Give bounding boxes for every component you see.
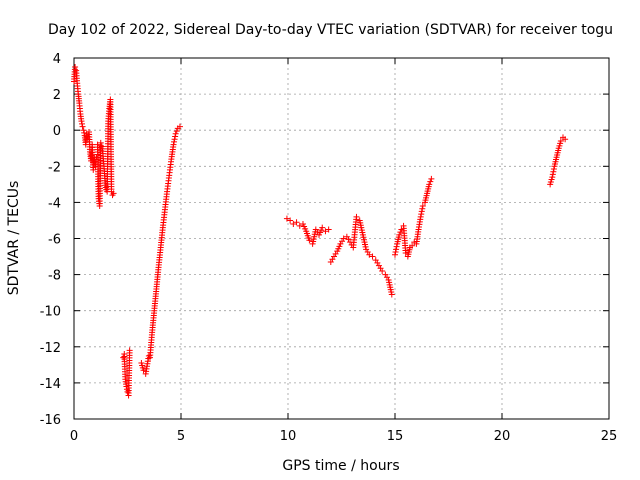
- data-point: [557, 138, 564, 145]
- y-tick-label: -4: [48, 196, 61, 211]
- y-tick-label: -16: [40, 413, 61, 428]
- data-point: [173, 128, 180, 135]
- x-tick-label: 15: [387, 429, 404, 444]
- data-point: [140, 367, 147, 374]
- data-point: [97, 139, 104, 146]
- data-point: [396, 231, 403, 238]
- data-point: [322, 228, 329, 235]
- data-point: [392, 249, 399, 256]
- x-tick-label: 25: [601, 429, 618, 444]
- data-points: [71, 64, 569, 399]
- data-point: [306, 237, 313, 244]
- y-tick-label: 2: [53, 88, 61, 103]
- chart-title: Day 102 of 2022, Sidereal Day-to-day VTE…: [48, 22, 613, 38]
- data-point: [319, 224, 326, 231]
- data-point: [172, 130, 179, 137]
- data-point: [80, 127, 87, 134]
- data-point: [110, 190, 117, 197]
- data-point: [283, 215, 290, 222]
- data-point: [393, 246, 400, 253]
- data-point: [144, 358, 151, 365]
- y-tick-label: 4: [53, 52, 61, 67]
- data-point: [171, 138, 178, 145]
- data-point: [418, 211, 425, 218]
- data-point: [120, 354, 127, 361]
- data-point: [79, 120, 86, 127]
- data-point: [369, 253, 376, 260]
- data-point: [340, 235, 347, 242]
- y-tick-label: -2: [48, 160, 61, 175]
- y-tick-label: -10: [40, 305, 61, 320]
- data-point: [419, 203, 426, 210]
- x-tick-label: 20: [494, 429, 511, 444]
- x-tick-label: 5: [177, 429, 185, 444]
- data-point: [392, 251, 398, 258]
- data-point: [562, 136, 569, 143]
- data-point: [79, 123, 86, 130]
- data-point: [176, 123, 183, 130]
- data-point: [353, 213, 360, 220]
- data-point: [550, 168, 557, 175]
- y-tick-label: 0: [53, 124, 61, 139]
- data-point: [388, 291, 395, 298]
- data-point: [397, 229, 404, 236]
- y-tick-label: -12: [40, 341, 61, 356]
- data-point: [72, 64, 79, 71]
- y-axis-label: SDTVAR / TECUs: [6, 181, 22, 296]
- data-point: [426, 181, 433, 188]
- data-point: [419, 205, 426, 212]
- data-point: [417, 213, 424, 220]
- data-point: [409, 242, 416, 249]
- grid-lines: [74, 58, 609, 419]
- x-tick-label: 0: [70, 429, 78, 444]
- data-point: [549, 174, 556, 181]
- y-tick-label: -8: [48, 269, 61, 284]
- data-point: [293, 219, 300, 226]
- data-point: [402, 249, 409, 256]
- data-point: [549, 171, 556, 178]
- data-point: [418, 208, 425, 215]
- data-point: [379, 267, 386, 274]
- x-axis-label: GPS time / hours: [282, 458, 399, 474]
- data-point: [427, 178, 434, 185]
- y-tick-label: -14: [40, 377, 61, 392]
- data-point: [296, 222, 303, 229]
- data-point: [81, 129, 88, 136]
- data-point: [170, 141, 177, 148]
- data-point: [366, 251, 373, 258]
- data-point: [550, 166, 557, 173]
- data-point: [393, 243, 400, 250]
- data-point: [124, 388, 131, 395]
- data-point: [287, 217, 294, 224]
- data-point: [428, 175, 435, 182]
- y-tick-label: -6: [48, 233, 61, 248]
- x-tick-labels: 0 5 10 15 20 25: [70, 429, 617, 444]
- x-tick-label: 10: [280, 429, 297, 444]
- data-point: [325, 226, 332, 233]
- data-point: [126, 347, 133, 354]
- data-point: [290, 221, 297, 228]
- data-point: [172, 133, 179, 140]
- data-point: [171, 136, 178, 143]
- y-tick-labels: -16 -14 -12 -10 -8 -6 -4 -2 0 2 4: [40, 52, 61, 428]
- data-point: [78, 118, 85, 125]
